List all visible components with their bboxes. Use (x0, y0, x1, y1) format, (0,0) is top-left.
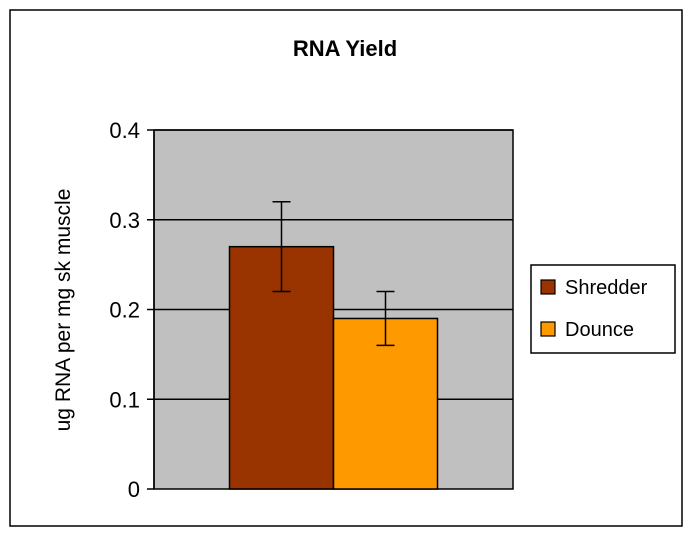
legend-swatch-shredder (540, 279, 556, 295)
bar-dounce (332, 317, 439, 490)
legend-label-shredder: Shredder (565, 277, 648, 299)
legend: Shredder Dounce (530, 264, 676, 354)
chart-title: RNA Yield (293, 36, 397, 61)
y-tick-label-3: 0.3 (109, 208, 140, 233)
y-tick-label-0: 0 (128, 477, 140, 502)
y-tick-label-2: 0.2 (109, 298, 140, 323)
y-tick-label-4: 0.4 (109, 118, 140, 143)
legend-label-dounce: Dounce (565, 319, 634, 341)
legend-swatch-dounce (540, 321, 556, 337)
y-axis-label: ug RNA per mg sk muscle (52, 189, 75, 432)
error-bars (272, 201, 395, 347)
y-axis: 0 0.1 0.2 0.3 0.4 (109, 118, 155, 502)
y-tick-label-1: 0.1 (109, 387, 140, 412)
